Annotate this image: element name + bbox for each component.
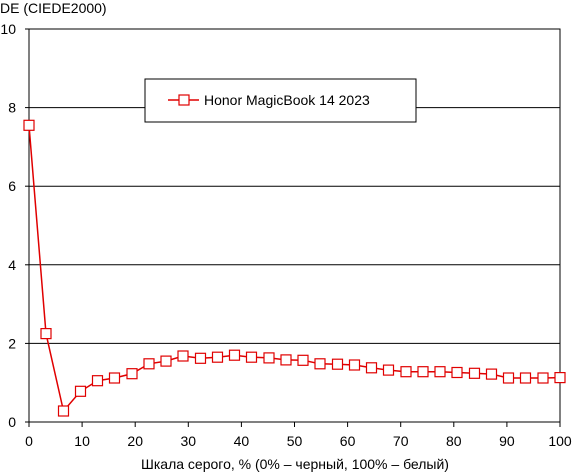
legend-marker <box>178 94 190 106</box>
data-point <box>280 354 292 366</box>
x-tick-label: 60 <box>340 433 356 449</box>
y-tick-label: 0 <box>8 414 16 430</box>
series-line <box>28 125 561 413</box>
y-tick-label: 6 <box>8 178 16 194</box>
data-point <box>502 372 515 384</box>
data-point <box>485 368 498 380</box>
x-tick-label: 70 <box>393 433 409 449</box>
data-point <box>228 349 241 361</box>
x-tick-label: 30 <box>181 433 197 449</box>
data-point <box>382 364 395 376</box>
grid-lines <box>29 107 560 344</box>
data-point <box>297 354 309 366</box>
x-tick-label: 100 <box>548 433 572 449</box>
x-axis-title: Шкала серого, % (0% – черный, 100% – бел… <box>141 456 449 472</box>
data-point <box>365 362 378 374</box>
data-point <box>417 366 429 378</box>
y-axis-title: DE (CIEDE2000) <box>0 0 107 16</box>
data-point <box>74 385 87 397</box>
data-point <box>400 366 412 378</box>
data-point <box>451 366 463 379</box>
data-point <box>160 355 172 367</box>
data-point <box>91 375 104 387</box>
x-tick-label: 80 <box>446 433 462 449</box>
x-tick-label: 0 <box>25 433 33 449</box>
data-point <box>108 372 121 384</box>
tick-marks <box>25 28 561 427</box>
x-tick-label: 10 <box>74 433 90 449</box>
data-point <box>126 368 138 380</box>
data-point <box>348 359 361 371</box>
x-tick-label: 40 <box>234 433 250 449</box>
y-tick-label: 10 <box>0 21 16 37</box>
data-point <box>40 328 52 340</box>
data-point <box>314 358 326 370</box>
data-point <box>245 351 258 363</box>
data-point <box>211 351 224 363</box>
y-tick-label: 4 <box>8 257 16 273</box>
data-point <box>468 367 481 379</box>
data-point <box>434 366 446 378</box>
data-point <box>23 119 35 131</box>
data-point <box>57 405 70 417</box>
x-tick-label: 50 <box>287 433 303 449</box>
y-tick-label: 8 <box>8 100 16 116</box>
series-layer <box>23 119 566 417</box>
data-point <box>143 358 155 370</box>
x-tick-label: 90 <box>499 433 515 449</box>
y-tick-label: 2 <box>8 335 16 351</box>
data-point <box>537 372 549 384</box>
legend: Honor MagicBook 14 2023 <box>144 78 417 123</box>
legend-label: Honor MagicBook 14 2023 <box>204 92 370 108</box>
data-point <box>263 352 275 364</box>
data-point <box>554 372 566 384</box>
data-point <box>331 358 344 370</box>
data-point <box>194 352 207 364</box>
x-tick-label: 20 <box>127 433 143 449</box>
data-point <box>177 350 189 362</box>
data-point <box>519 372 532 384</box>
